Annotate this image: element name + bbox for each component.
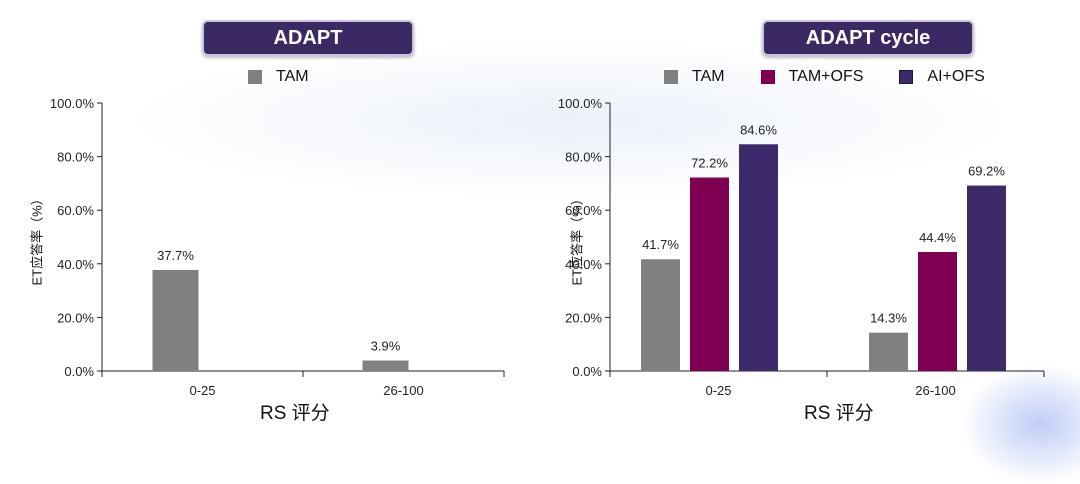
chart-title-adapt: ADAPT: [202, 20, 414, 56]
chart-legend-adapt: TAM: [248, 68, 309, 86]
legend-label-tam-ofs: TAM+OFS: [788, 68, 864, 85]
legend-label-tam: TAM: [692, 68, 725, 85]
x-tick-label: 0-25: [189, 383, 215, 398]
bar: [641, 259, 680, 371]
x-tick-label: 0-25: [705, 383, 731, 398]
bar-chart-adapt: 0.0% 20.0% 40.0% 60.0% 80.0% 100.0% 0-25 26-100…: [50, 96, 505, 398]
legend-item-ai-ofs: AI+OFS: [899, 68, 985, 86]
legend-swatch-ai-ofs: [899, 70, 914, 84]
legend-item-tam: TAM: [664, 68, 725, 86]
x-tick-label: 26-100: [915, 383, 955, 398]
y-tick-label: 60.0%: [565, 203, 602, 218]
chart-panel-adapt-cycle: ADAPT cycle TAM TAM+OFS AI+OFS ET应答率（%） …: [540, 0, 1080, 424]
data-label: 44.4%: [919, 230, 956, 245]
legend-label-tam: TAM: [276, 68, 309, 85]
data-label: 72.2%: [691, 156, 728, 171]
chart-title-adapt-cycle: ADAPT cycle: [762, 20, 974, 56]
y-tick-label: 100.0%: [50, 96, 95, 111]
bar: [362, 360, 409, 371]
data-label: 69.2%: [968, 164, 1005, 179]
y-tick-label: 80.0%: [57, 150, 94, 165]
legend-item-tam: TAM: [248, 68, 309, 86]
y-tick-label: 20.0%: [565, 310, 602, 325]
y-tick-label: 60.0%: [57, 203, 94, 218]
bar: [690, 177, 729, 371]
x-tick-label: 26-100: [383, 383, 423, 398]
legend-label-ai-ofs: AI+OFS: [927, 68, 985, 85]
data-label: 41.7%: [642, 237, 679, 252]
legend-swatch-tam: [664, 70, 678, 84]
bar: [918, 252, 957, 371]
data-label: 84.6%: [740, 122, 777, 137]
legend-swatch-tam: [248, 70, 262, 84]
bar: [152, 269, 199, 371]
bar: [967, 185, 1006, 371]
legend-item-tam-ofs: TAM+OFS: [760, 68, 864, 86]
data-label: 37.7%: [157, 248, 194, 263]
data-label: 14.3%: [870, 311, 907, 326]
bar: [739, 144, 778, 371]
data-label: 3.9%: [371, 339, 401, 354]
y-tick-label: 80.0%: [565, 150, 602, 165]
background-glow: [120, 40, 1020, 200]
y-tick-label: 100.0%: [558, 96, 603, 111]
x-axis-title-adapt: RS 评分: [260, 403, 330, 424]
bar-chart-adapt-cycle: 0.0% 20.0% 40.0% 60.0% 80.0% 100.0% 0-25 26-100…: [558, 96, 1045, 398]
bar: [869, 332, 908, 371]
chart-legend-adapt-cycle: TAM TAM+OFS AI+OFS: [664, 68, 985, 86]
y-tick-label: 0.0%: [64, 364, 94, 379]
x-axis-title-adapt-cycle: RS 评分: [804, 403, 874, 424]
legend-swatch-tam-ofs: [760, 70, 775, 84]
y-tick-label: 40.0%: [57, 257, 94, 272]
y-tick-label: 20.0%: [57, 310, 94, 325]
y-tick-label: 40.0%: [565, 257, 602, 272]
y-tick-label: 0.0%: [572, 364, 602, 379]
chart-panel-adapt: ADAPT TAM ET应答率（%） 0.0% 20.0% 40.0% 60.0% 80…: [0, 0, 540, 424]
